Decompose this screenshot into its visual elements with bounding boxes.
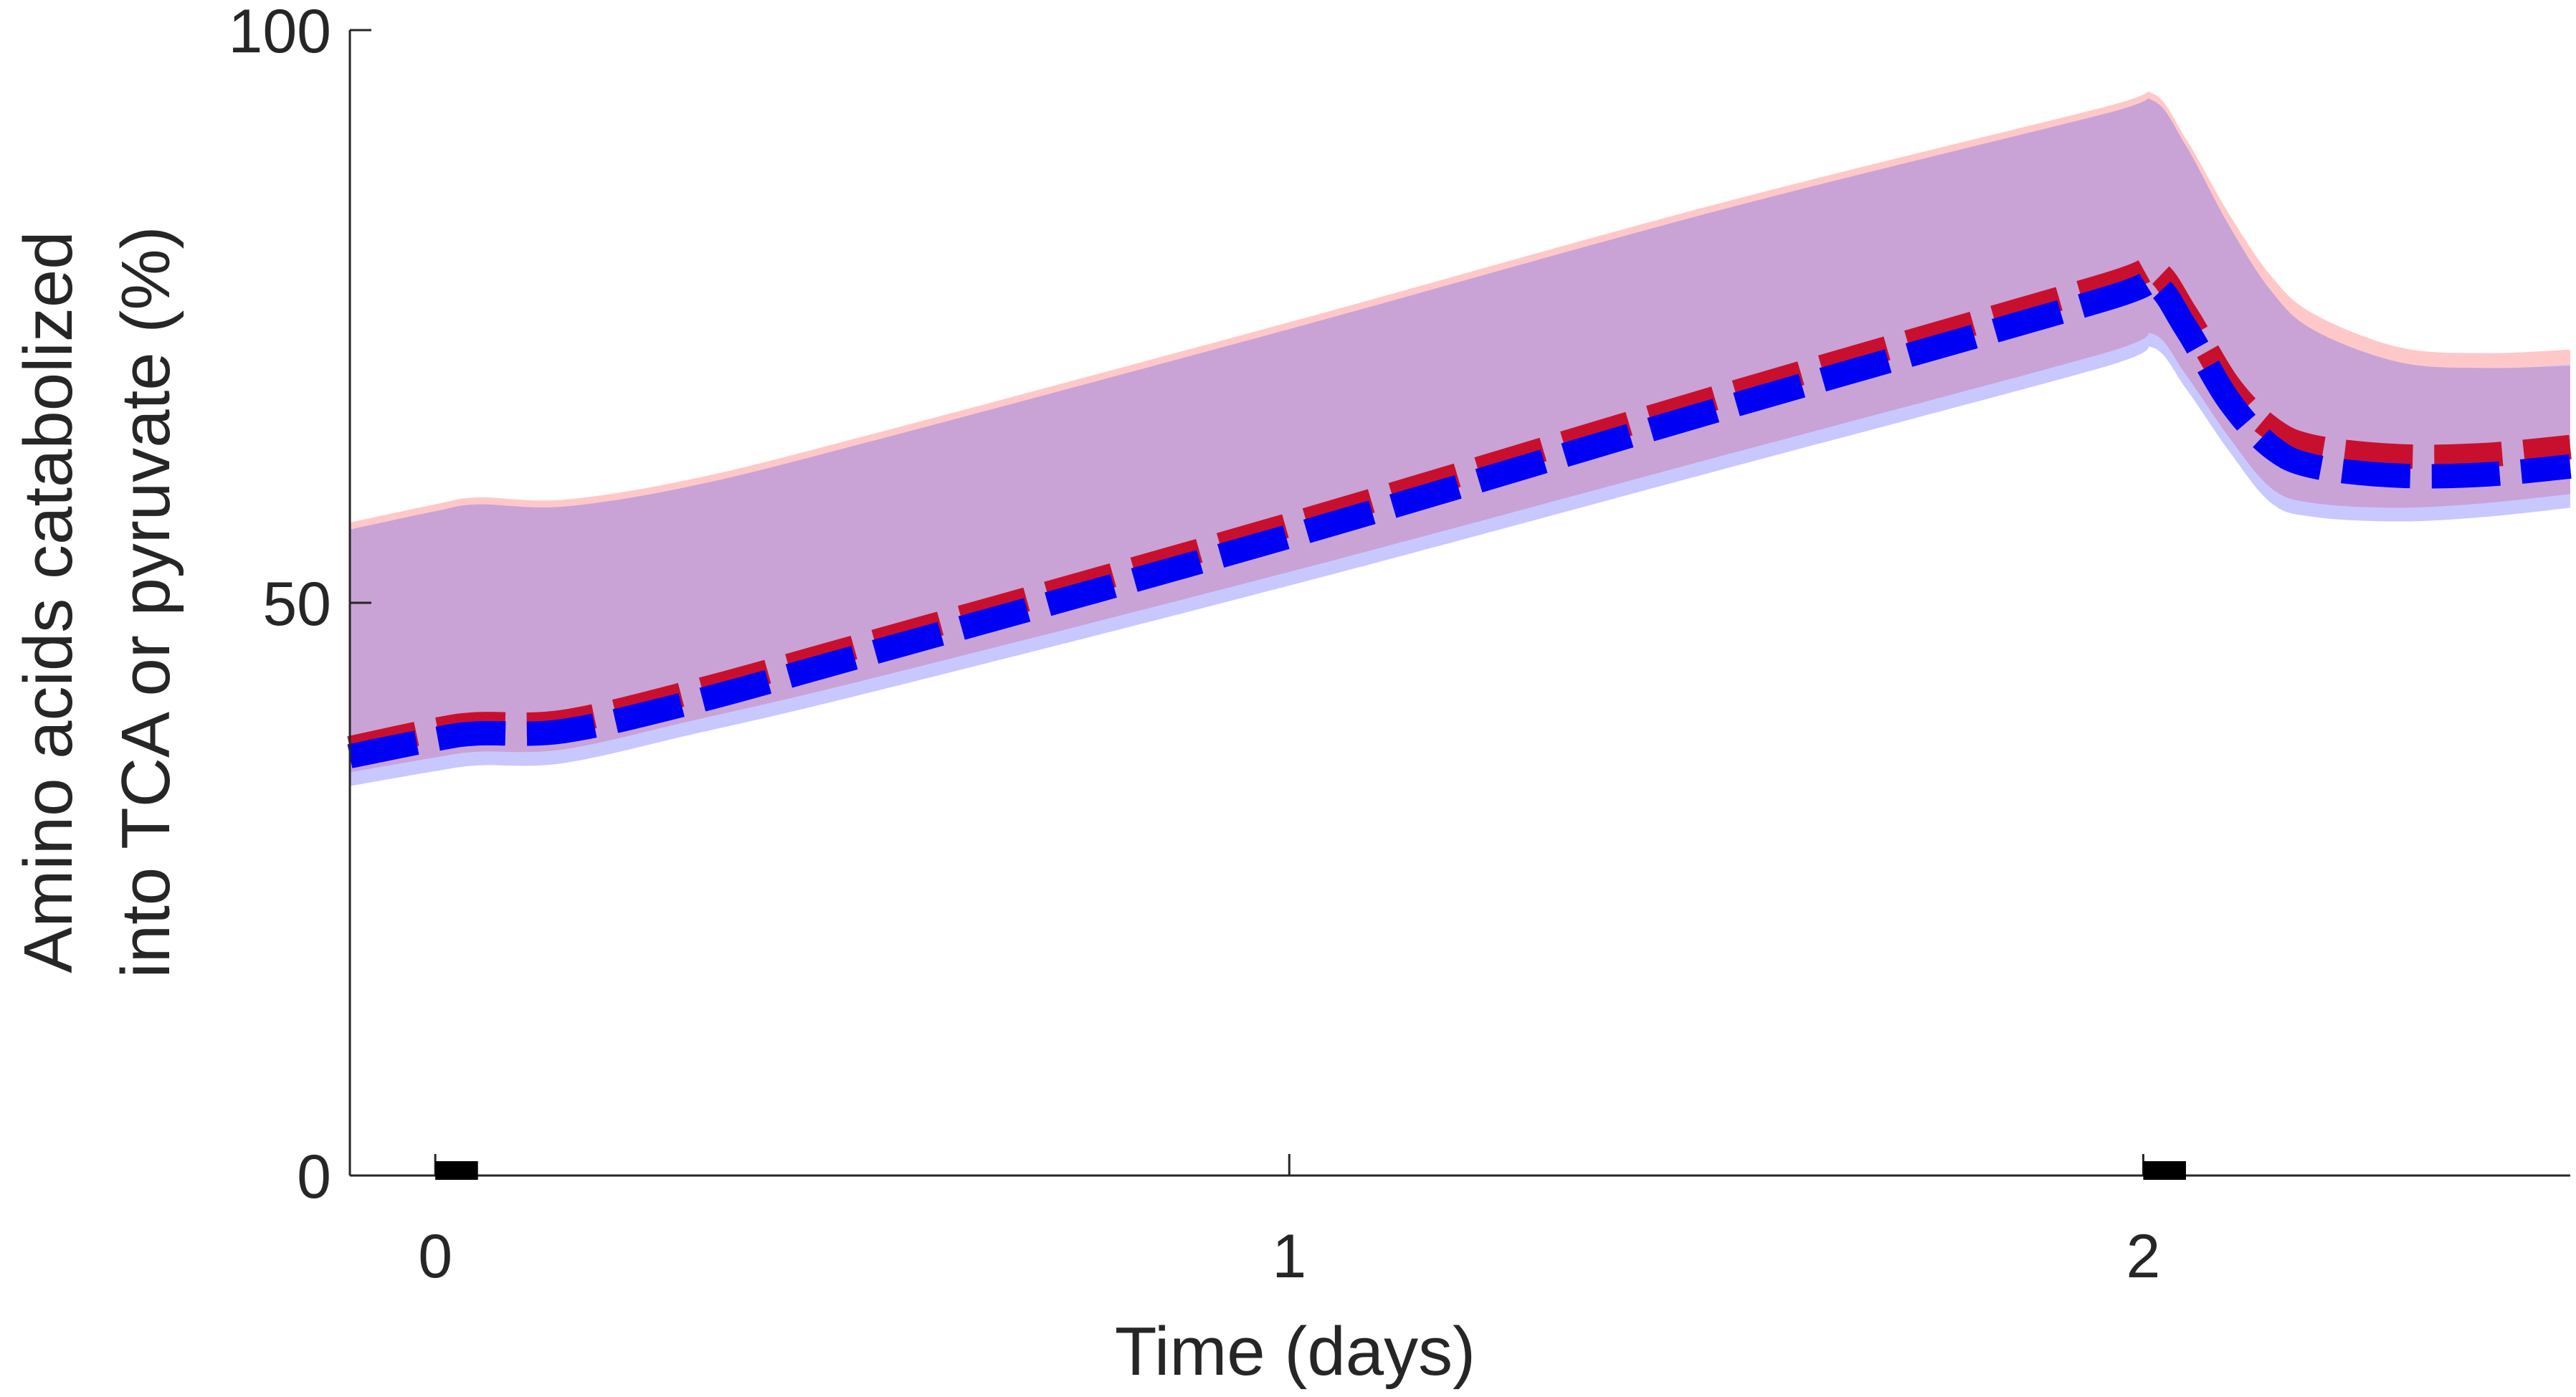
- labels-layer: 0 1 2 0 50 100 Time (days) Amino acids cataboli…: [10, 0, 2160, 1390]
- bands-layer: [350, 90, 2570, 786]
- y-tick-label-0: 0: [297, 1143, 331, 1211]
- markers-layer: [435, 1161, 2186, 1180]
- feeding-marker-0: [435, 1161, 478, 1180]
- feeding-marker-1: [2143, 1161, 2186, 1180]
- series-layer: [347, 254, 2572, 768]
- y-axis-label-line-1: Amino acids catabolized: [10, 231, 87, 973]
- x-tick-label-2: 2: [2126, 1222, 2161, 1291]
- x-tick-label-1: 1: [1272, 1222, 1306, 1291]
- series-line-0: [347, 254, 2572, 761]
- band-2: [350, 97, 2570, 773]
- y-axis-label-line-2: into TCA or pyruvate (%): [108, 226, 184, 978]
- x-axis-label: Time (days): [1115, 1313, 1475, 1390]
- y-tick-label-1: 50: [262, 570, 331, 639]
- series-line-1: [347, 268, 2572, 768]
- y-tick-label-2: 100: [229, 0, 332, 66]
- x-tick-label-0: 0: [418, 1222, 452, 1291]
